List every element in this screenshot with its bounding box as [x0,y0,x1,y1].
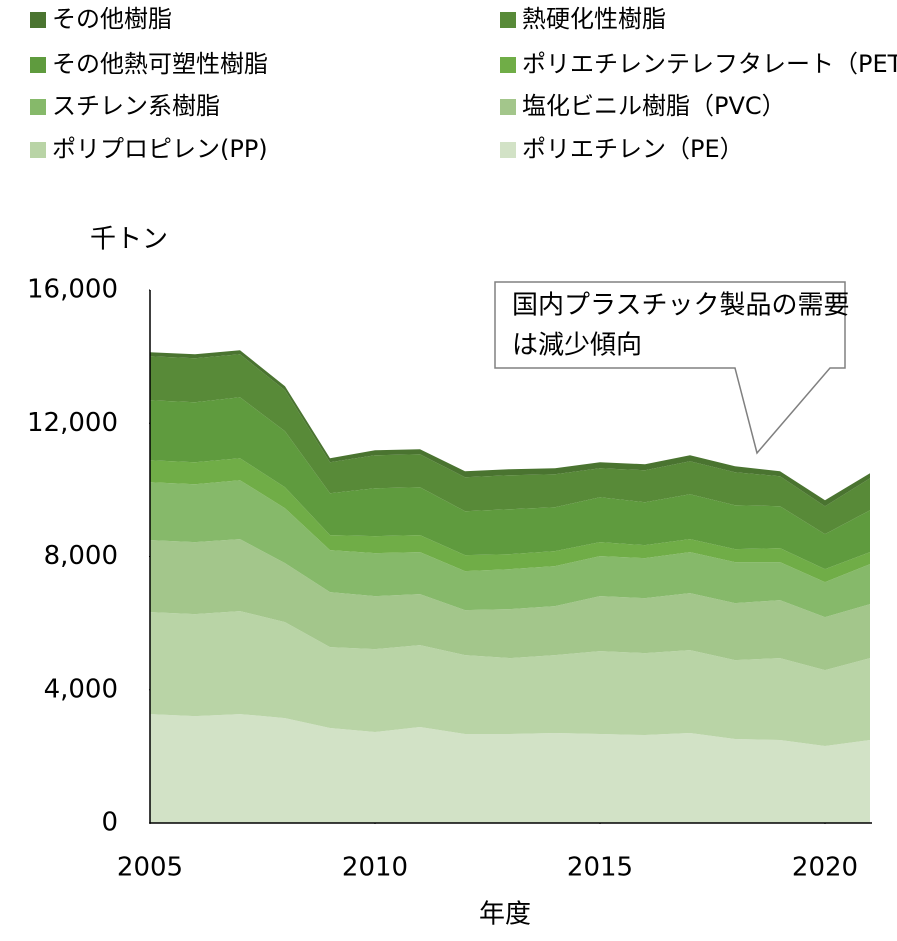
legend-label: 熱硬化性樹脂 [522,5,666,33]
legend-swatch [500,57,516,73]
legend-label: 塩化ビニル樹脂（PVC） [522,92,786,120]
area [150,458,870,583]
areas [150,350,870,823]
area [150,397,870,570]
legend-label: ポリエチレン（PE） [522,135,744,163]
x-tick-label: 2015 [567,853,633,883]
legend-swatch [500,99,516,115]
annotation-line: は減少傾向 [512,331,642,361]
y-tick-label: 12,000 [27,408,118,438]
x-tick-label: 2020 [792,853,858,883]
legend-swatch [30,142,46,158]
area [150,539,870,671]
legend-label: スチレン系樹脂 [52,92,220,120]
legend-swatch [30,57,46,73]
y-axis-title: 千トン [90,225,168,255]
legend-label: その他樹脂 [52,5,172,33]
legend-swatch [30,12,46,28]
legend-label: ポリプロピレン(PP) [52,135,268,163]
y-tick-label: 4,000 [44,674,118,704]
x-axis-title: 年度 [479,900,531,930]
legend-swatch [500,142,516,158]
area [150,611,870,747]
y-tick-label: 0 [101,808,118,838]
legend-label: その他熱可塑性樹脂 [52,50,268,78]
y-tick-label: 8,000 [44,541,118,571]
legend-label: ポリエチレンテレフタレート（PET） [522,50,897,78]
area [150,714,870,823]
area [150,350,870,507]
annotation-line: 国内プラスチック製品の需要 [512,291,849,321]
x-tick-label: 2010 [342,853,408,883]
area [150,354,870,535]
y-tick-label: 16,000 [27,275,118,305]
callout-box [494,281,846,455]
area [150,480,870,618]
x-tick-label: 2005 [117,853,183,883]
legend-swatch [500,12,516,28]
legend-swatch [30,99,46,115]
